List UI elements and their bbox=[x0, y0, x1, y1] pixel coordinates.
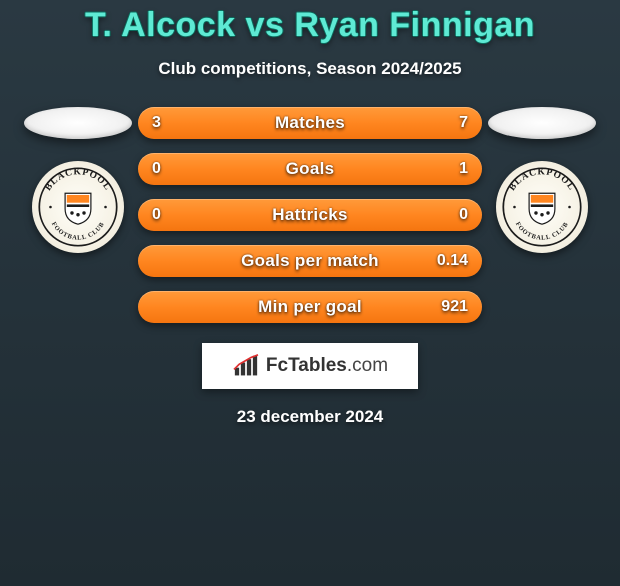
stat-left-value: 0 bbox=[152, 206, 161, 224]
player-left-avatar-placeholder bbox=[24, 107, 132, 139]
stat-label: Goals per match bbox=[241, 251, 379, 271]
svg-text:BLACKPOOL: BLACKPOOL bbox=[507, 167, 576, 193]
stat-left-value: 0 bbox=[152, 160, 161, 178]
stat-right-value: 0.14 bbox=[437, 252, 468, 270]
player-right-name: Ryan Finnigan bbox=[294, 6, 535, 44]
club-right-crest: BLACKPOOL FOOTBALL CLUB bbox=[496, 161, 588, 253]
stat-label: Hattricks bbox=[272, 205, 347, 225]
stat-left-value: 3 bbox=[152, 114, 161, 132]
subtitle: Club competitions, Season 2024/2025 bbox=[0, 59, 620, 79]
logo-text-main: FcTables bbox=[266, 355, 347, 376]
svg-text:BLACKPOOL: BLACKPOOL bbox=[43, 167, 112, 193]
stat-row-min-per-goal: Min per goal 921 bbox=[138, 291, 482, 323]
stat-row-goals-per-match: Goals per match 0.14 bbox=[138, 245, 482, 277]
blackpool-crest-icon: BLACKPOOL FOOTBALL CLUB bbox=[499, 164, 585, 250]
fctables-logo: FcTables.com bbox=[202, 343, 418, 389]
stat-right-value: 1 bbox=[459, 160, 468, 178]
blackpool-crest-icon: BLACKPOOL FOOTBALL CLUB bbox=[35, 164, 121, 250]
logo-text: FcTables.com bbox=[266, 355, 388, 377]
bar-chart-icon bbox=[232, 354, 260, 378]
player-left-name: T. Alcock bbox=[85, 6, 236, 44]
stat-right-value: 7 bbox=[459, 114, 468, 132]
stat-row-goals: 0 Goals 1 bbox=[138, 153, 482, 185]
player-left-col: BLACKPOOL FOOTBALL CLUB bbox=[18, 107, 138, 253]
title-vs: vs bbox=[246, 6, 285, 44]
logo-text-suffix: .com bbox=[347, 355, 388, 376]
stat-row-matches: 3 Matches 7 bbox=[138, 107, 482, 139]
page-title: T. Alcock vs Ryan Finnigan bbox=[0, 6, 620, 45]
club-left-crest: BLACKPOOL FOOTBALL CLUB bbox=[32, 161, 124, 253]
date-label: 23 december 2024 bbox=[0, 407, 620, 427]
comparison-panel: BLACKPOOL FOOTBALL CLUB 3 Matches 7 bbox=[0, 107, 620, 323]
stat-bars: 3 Matches 7 0 Goals 1 0 Hattricks 0 Goal… bbox=[138, 107, 482, 323]
stat-label: Min per goal bbox=[258, 297, 362, 317]
stat-label: Matches bbox=[275, 113, 345, 133]
stat-right-value: 921 bbox=[441, 298, 468, 316]
stat-row-hattricks: 0 Hattricks 0 bbox=[138, 199, 482, 231]
stat-right-value: 0 bbox=[459, 206, 468, 224]
stat-label: Goals bbox=[286, 159, 335, 179]
player-right-avatar-placeholder bbox=[488, 107, 596, 139]
player-right-col: BLACKPOOL FOOTBALL CLUB bbox=[482, 107, 602, 253]
